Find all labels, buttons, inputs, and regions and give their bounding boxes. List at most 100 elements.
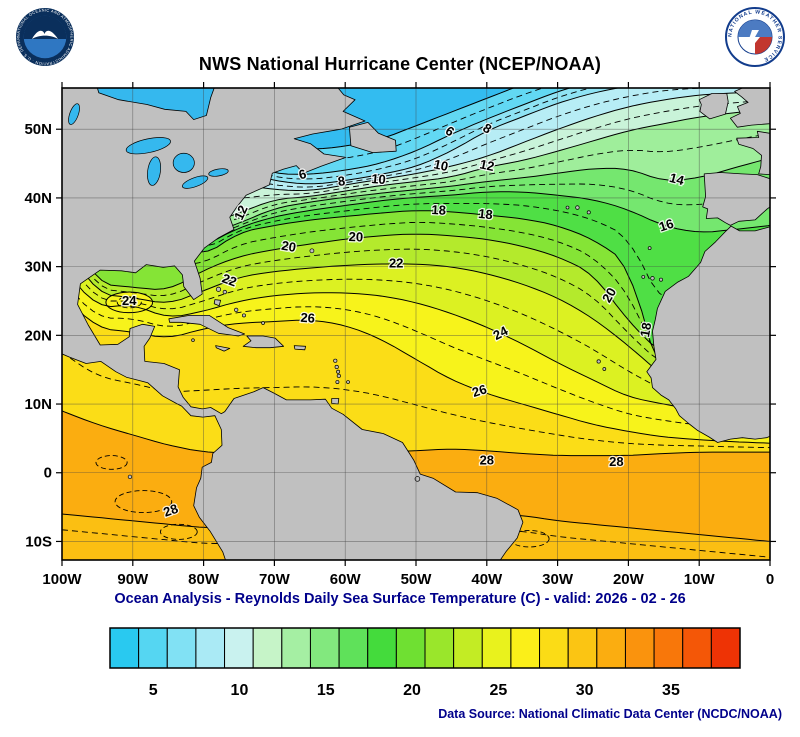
land-puerto-rico: [293, 345, 306, 351]
noaa-logo: NATIONAL OCEANIC AND ATMOSPHERIC ADMINIS…: [14, 6, 74, 67]
land-cuba: [168, 315, 246, 337]
lake: [208, 168, 229, 177]
contour-label: 18: [478, 206, 494, 222]
x-tick-label: 10W: [684, 571, 716, 588]
islet: [586, 210, 591, 215]
islet: [647, 246, 652, 250]
colorbar-tick-label: 20: [403, 682, 421, 699]
contour-loop-dashed: [116, 296, 142, 309]
colorbar-cell: [252, 627, 283, 669]
colorbar-tick-label: 25: [489, 682, 507, 699]
contour-loop-dashed: [159, 523, 198, 540]
y-tick-label: 0: [44, 465, 52, 482]
contour-loop-dashed: [95, 455, 128, 470]
colorbar-cell: [166, 627, 197, 669]
x-tick-label: 100W: [42, 571, 82, 588]
contour-label: 10: [432, 156, 449, 174]
y-tick-label: 20N: [24, 327, 52, 344]
land-hispaniola: [242, 335, 284, 349]
colorbar-frame: [109, 627, 741, 669]
contour-label: 26: [470, 381, 488, 400]
islet: [346, 380, 350, 384]
x-tick-label: 30W: [542, 571, 574, 588]
noaa-seal-sky: [23, 15, 67, 39]
contour-label: 8: [337, 173, 346, 189]
contour-loop-dashed: [509, 530, 550, 548]
islet: [334, 364, 339, 369]
land-trinidad: [331, 398, 340, 405]
contour-label: 10: [371, 171, 387, 187]
islet: [234, 307, 239, 313]
x-tick-label: 40W: [471, 571, 503, 588]
islet: [336, 373, 341, 378]
colorbar-tick-label: 5: [149, 682, 158, 699]
contour-label: 16: [657, 216, 675, 235]
contour-label: 12: [478, 156, 495, 174]
contour-label: 18: [431, 202, 446, 218]
contour-label: 14: [668, 170, 687, 188]
colorbar-tick-label: 30: [576, 682, 594, 699]
colorbar-cell: [567, 627, 598, 669]
x-tick-label: 70W: [259, 571, 291, 588]
lake: [125, 137, 171, 155]
noaa-gull-icon: [32, 30, 58, 39]
colorbar-cell: [224, 627, 254, 669]
lake: [172, 152, 195, 173]
colorbar-cell: [138, 627, 168, 669]
colorbar-cell: [424, 627, 455, 669]
islet: [650, 276, 655, 281]
y-tick-label: 10S: [25, 533, 52, 550]
colorbar-cell: [309, 627, 340, 669]
colorbar-tick-label: 15: [317, 682, 335, 699]
colorbar-tick-label: 35: [662, 682, 680, 699]
page-title: NWS National Hurricane Center (NCEP/NOAA…: [198, 54, 602, 74]
colorbar-cell: [338, 627, 369, 669]
x-tick-label: 80W: [188, 571, 220, 588]
islet: [602, 367, 607, 371]
colorbar-tick-label: 10: [231, 682, 249, 699]
land-andros-bahamas: [213, 299, 221, 307]
islet: [215, 286, 222, 292]
islet: [191, 338, 195, 342]
colorbar-cell: [682, 627, 712, 669]
contour-label: 28: [480, 453, 494, 468]
islet: [242, 313, 246, 318]
colorbar-cell: [653, 627, 684, 669]
colorbar-cell: [539, 627, 569, 669]
lake: [147, 156, 162, 186]
land-africa: [646, 225, 770, 443]
land-ireland: [698, 93, 729, 120]
data-source: Data Source: National Climatic Data Cent…: [438, 707, 782, 721]
contour-label: 18: [637, 321, 654, 338]
x-tick-label: 90W: [117, 571, 149, 588]
y-tick-label: 50N: [24, 121, 52, 138]
islet: [261, 321, 265, 325]
map-caption: Ocean Analysis - Reynolds Daily Sea Surf…: [114, 591, 686, 607]
colorbar-cell: [624, 627, 655, 669]
contour-line-dashed: [62, 252, 770, 396]
land-france: [736, 130, 770, 175]
islet: [309, 248, 315, 254]
islet: [565, 205, 570, 210]
islet: [596, 359, 601, 364]
islet: [336, 369, 341, 374]
contour-label: 20: [348, 229, 363, 244]
land-north-america: [62, 88, 524, 560]
colorbar-cell: [510, 627, 541, 669]
x-tick-label: 60W: [330, 571, 362, 588]
contour-loop: [105, 291, 154, 314]
colorbar-cell: [596, 627, 626, 669]
colorbar-cell: [481, 627, 512, 669]
colorbar-cell: [453, 627, 483, 669]
x-tick-label: 50W: [401, 571, 433, 588]
colorbar-cell: [109, 627, 140, 669]
colorbar-cell: [367, 627, 397, 669]
lake: [182, 175, 209, 189]
colorbar-cell: [710, 627, 741, 669]
contour-label: 24: [122, 293, 137, 308]
hudson-bay: [96, 88, 215, 121]
colorbar-cell: [395, 627, 426, 669]
